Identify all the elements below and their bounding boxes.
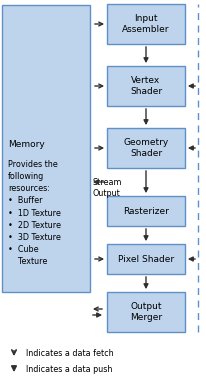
Text: Pixel Shader: Pixel Shader bbox=[118, 255, 174, 263]
Text: Stream
Output: Stream Output bbox=[93, 178, 123, 198]
Text: Indicates a data fetch: Indicates a data fetch bbox=[26, 350, 114, 358]
Text: Input
Assembler: Input Assembler bbox=[122, 14, 170, 34]
Text: Provides the
following
resources:
•  Buffer
•  1D Texture
•  2D Texture
•  3D Te: Provides the following resources: • Buff… bbox=[8, 160, 61, 266]
Bar bbox=[2, 5, 90, 292]
Bar bbox=[107, 244, 185, 274]
Bar bbox=[107, 4, 185, 44]
Bar bbox=[107, 66, 185, 106]
Text: Rasterizer: Rasterizer bbox=[123, 206, 169, 215]
Text: Output
Merger: Output Merger bbox=[130, 302, 162, 322]
Text: Memory: Memory bbox=[8, 140, 45, 149]
Bar bbox=[107, 128, 185, 168]
Bar bbox=[107, 292, 185, 332]
Text: Vertex
Shader: Vertex Shader bbox=[130, 76, 162, 96]
Bar bbox=[107, 196, 185, 226]
Text: Geometry
Shader: Geometry Shader bbox=[123, 138, 169, 158]
Text: Indicates a data push: Indicates a data push bbox=[26, 366, 112, 375]
